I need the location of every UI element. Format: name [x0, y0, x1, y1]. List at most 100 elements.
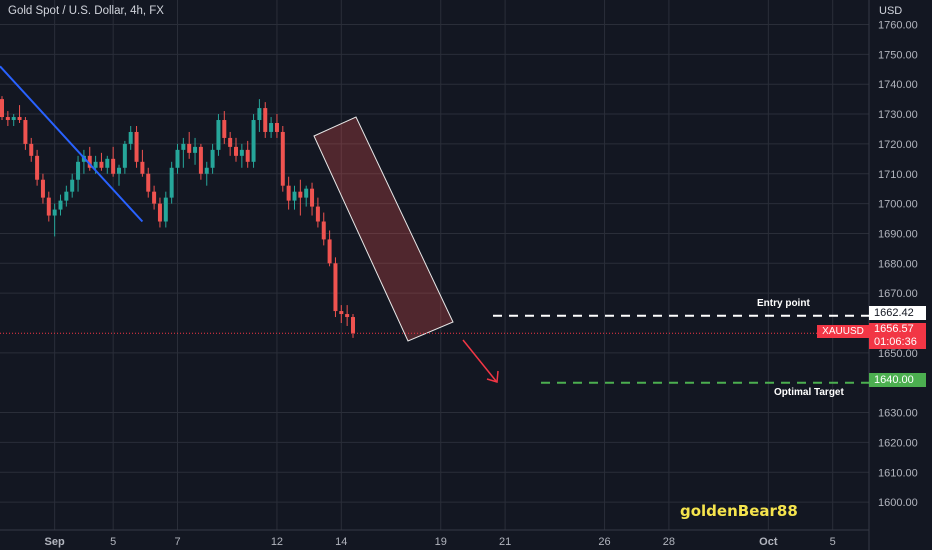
currency-label: USD	[879, 5, 903, 17]
y-tick-label: 1630.00	[878, 408, 918, 420]
y-tick-label: 1620.00	[878, 437, 918, 449]
candle-down	[298, 191, 303, 198]
candle-up	[204, 167, 209, 174]
candle-up	[304, 188, 309, 198]
candle-down	[146, 173, 151, 192]
y-tick-label: 1730.00	[878, 109, 918, 121]
candle-down	[333, 263, 338, 312]
candle-up	[175, 149, 180, 168]
candle-up	[181, 143, 186, 150]
candle-down	[274, 123, 279, 132]
candle-up	[58, 200, 63, 210]
x-tick-label: 5	[110, 536, 116, 548]
candle-down	[327, 239, 332, 264]
candle-down	[140, 161, 145, 174]
optimal-target-label: Optimal Target	[774, 387, 844, 398]
candle-down	[111, 158, 116, 174]
candle-down	[0, 99, 4, 118]
y-tick-label: 1740.00	[878, 79, 918, 91]
candle-up	[11, 117, 16, 121]
candle-down	[157, 203, 162, 222]
bar-countdown: 01:06:36	[874, 336, 917, 348]
candle-down	[99, 161, 104, 168]
x-tick-label: 21	[499, 536, 511, 548]
candle-down	[152, 191, 157, 204]
candle-up	[122, 143, 127, 168]
descending-channel[interactable]	[313, 116, 454, 342]
candle-up	[292, 191, 297, 201]
downtrend-line[interactable]	[0, 65, 144, 223]
candle-up	[76, 161, 81, 180]
candle-down	[187, 143, 192, 153]
candle-up	[169, 167, 174, 198]
candle-up	[105, 158, 110, 168]
symbol-price-label: XAUUSD	[817, 325, 869, 338]
y-tick-label: 1700.00	[878, 199, 918, 211]
y-tick-label: 1670.00	[878, 288, 918, 300]
candle-down	[351, 317, 355, 334]
x-tick-label: Sep	[45, 536, 65, 548]
x-tick-label: 12	[271, 536, 283, 548]
candle-up	[64, 191, 69, 201]
projection-arrow-head	[486, 370, 499, 383]
candle-down	[321, 221, 326, 240]
candle-up	[216, 120, 221, 150]
candle-down	[40, 179, 45, 198]
y-tick-label: 1650.00	[878, 348, 918, 360]
x-tick-label: Oct	[759, 536, 778, 548]
candle-down	[280, 131, 285, 186]
candle-down	[339, 311, 344, 315]
candle-down	[310, 188, 315, 207]
projection-arrow[interactable]	[462, 339, 497, 382]
entry-price-tag: 1662.42	[869, 306, 926, 320]
candle-up	[210, 149, 215, 168]
candle-down	[263, 108, 268, 132]
y-tick-label: 1710.00	[878, 169, 918, 181]
candle-up	[128, 131, 133, 144]
candle-down	[222, 120, 227, 138]
candle-down	[234, 146, 238, 156]
candle-down	[228, 137, 233, 147]
candle-up	[257, 108, 262, 121]
candle-up	[70, 179, 75, 192]
candle-down	[198, 146, 203, 174]
candle-down	[286, 185, 291, 201]
author-watermark: goldenBear88	[680, 502, 798, 520]
y-tick-label: 1680.00	[878, 258, 918, 270]
x-tick-label: 14	[335, 536, 347, 548]
target-price-tag: 1640.00	[869, 373, 926, 387]
candle-up	[251, 120, 256, 162]
x-tick-label: 19	[435, 536, 447, 548]
symbol-title[interactable]: Gold Spot / U.S. Dollar, 4h, FX	[8, 5, 164, 17]
candle-down	[245, 149, 250, 162]
candle-down	[87, 155, 92, 168]
candle-up	[193, 146, 198, 153]
current-price-tag: 1656.57 01:06:36	[869, 323, 926, 349]
candle-down	[315, 206, 320, 222]
candle-up	[163, 197, 168, 222]
candle-down	[17, 117, 22, 121]
x-tick-label: 7	[174, 536, 180, 548]
candle-down	[5, 117, 10, 121]
candle-up	[93, 161, 98, 168]
candle-up	[52, 209, 57, 216]
y-tick-label: 1760.00	[878, 20, 918, 32]
candle-down	[345, 314, 350, 318]
x-tick-label: 28	[663, 536, 675, 548]
candle-down	[134, 131, 139, 162]
candle-down	[35, 155, 40, 180]
x-tick-label: 26	[598, 536, 610, 548]
y-tick-label: 1600.00	[878, 497, 918, 509]
y-tick-label: 1610.00	[878, 467, 918, 479]
candle-up	[269, 123, 274, 132]
candle-down	[46, 197, 51, 216]
entry-point-label: Entry point	[757, 298, 810, 309]
candle-down	[29, 143, 34, 156]
current-price-value: 1656.57	[874, 323, 914, 335]
y-tick-label: 1720.00	[878, 139, 918, 151]
y-tick-label: 1690.00	[878, 228, 918, 240]
candle-up	[117, 167, 121, 174]
candle-down	[23, 120, 28, 144]
